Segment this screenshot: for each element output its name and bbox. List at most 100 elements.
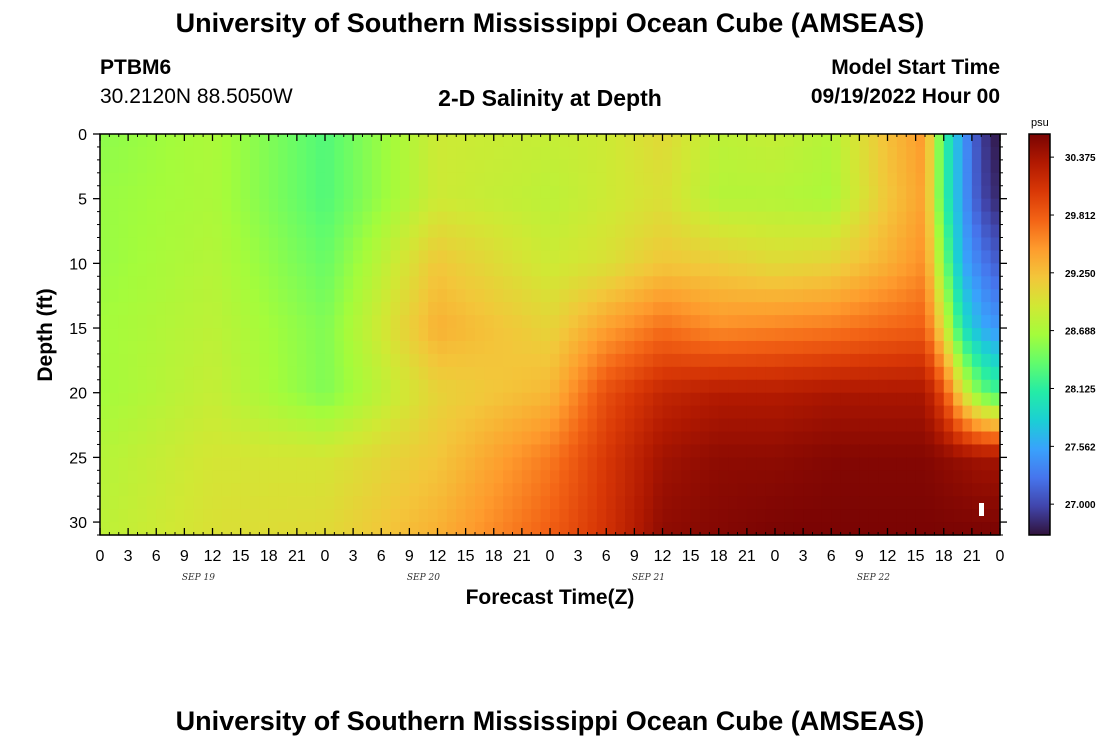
heatmap-cell (953, 496, 964, 510)
heatmap-cell (118, 146, 129, 161)
heatmap-cell (643, 146, 654, 161)
heatmap-cell (925, 328, 935, 342)
heatmap-cell (840, 431, 851, 446)
heatmap-cell (718, 276, 729, 290)
heatmap-cell (737, 172, 748, 187)
heatmap-cell (465, 328, 476, 342)
heatmap-cell (906, 250, 917, 264)
day-label: SEP 22 (857, 573, 890, 583)
heatmap-cell (343, 289, 354, 303)
heatmap-cell (409, 134, 420, 148)
heatmap-cell (165, 405, 176, 420)
heatmap-cell (971, 237, 982, 252)
heatmap-cell (803, 483, 814, 497)
heatmap-cell (812, 366, 823, 381)
heatmap-cell (831, 263, 842, 277)
heatmap-cell (925, 418, 935, 433)
heatmap-cell (943, 302, 954, 316)
heatmap-cell (709, 185, 720, 200)
heatmap-cell (315, 224, 326, 239)
heatmap-cell (428, 134, 439, 148)
heatmap-cell (896, 328, 907, 342)
heatmap-cell (728, 328, 739, 342)
heatmap-cell (446, 392, 457, 407)
heatmap-cell (700, 172, 710, 187)
heatmap-cell (896, 250, 907, 264)
heatmap-cell (990, 483, 1001, 497)
heatmap-cell (428, 496, 439, 510)
heatmap-cell (643, 224, 654, 239)
heatmap-cell (531, 470, 542, 484)
heatmap-cell (981, 483, 992, 497)
heatmap-cell (671, 198, 682, 213)
heatmap-cell (831, 172, 842, 187)
heatmap-cell (962, 172, 973, 187)
heatmap-cell (118, 224, 129, 239)
heatmap-cell (446, 366, 457, 381)
heatmap-cell (128, 509, 139, 523)
colorbar-tick-label: 30.375 (1065, 153, 1096, 164)
heatmap-cell (484, 457, 495, 471)
heatmap-cell (981, 496, 992, 510)
heatmap-cell (728, 522, 739, 536)
heatmap-cell (868, 146, 879, 161)
heatmap-cell (943, 405, 954, 420)
heatmap-cell (990, 198, 1001, 213)
heatmap-cell (428, 302, 439, 316)
heatmap-cell (587, 185, 598, 200)
heatmap-cell (550, 457, 560, 471)
heatmap-cell (700, 522, 710, 536)
heatmap-cell (540, 185, 551, 200)
heatmap-cell (446, 289, 457, 303)
heatmap-cell (400, 366, 410, 381)
heatmap-cell (915, 483, 926, 497)
heatmap-cell (690, 366, 701, 381)
heatmap-cell (643, 302, 654, 316)
heatmap-cell (990, 250, 1001, 264)
heatmap-cell (250, 444, 260, 458)
heatmap-cell (118, 315, 129, 329)
heatmap-cell (503, 159, 514, 174)
heatmap-cell (690, 353, 701, 368)
heatmap-cell (765, 315, 776, 329)
heatmap-cell (990, 185, 1001, 200)
heatmap-cell (137, 470, 148, 484)
heatmap-cell (775, 496, 785, 510)
heatmap-cell (540, 522, 551, 536)
heatmap-cell (906, 366, 917, 381)
heatmap-cell (596, 211, 607, 226)
x-tick-label: 15 (232, 548, 250, 565)
heatmap-cell (334, 392, 345, 407)
heatmap-cell (418, 289, 429, 303)
heatmap-cell (653, 522, 664, 536)
heatmap-cell (943, 457, 954, 471)
heatmap-cell (137, 392, 148, 407)
heatmap-cell (503, 289, 514, 303)
heatmap-cell (484, 405, 495, 420)
heatmap-cell (484, 263, 495, 277)
heatmap-cell (343, 509, 354, 523)
heatmap-cell (146, 379, 157, 394)
heatmap-cell (268, 431, 279, 446)
heatmap-cell (728, 418, 739, 433)
heatmap-cell (915, 405, 926, 420)
heatmap-cell (643, 250, 654, 264)
heatmap-cell (578, 289, 589, 303)
heatmap-cell (446, 146, 457, 161)
heatmap-cell (728, 198, 739, 213)
heatmap-cell (362, 276, 373, 290)
heatmap-cell (203, 431, 214, 446)
heatmap-cell (146, 302, 157, 316)
heatmap-cell (156, 237, 167, 252)
heatmap-cell (662, 289, 673, 303)
heatmap-cell (334, 418, 345, 433)
heatmap-cell (325, 211, 335, 226)
heatmap-cell (971, 366, 982, 381)
heatmap-cell (128, 496, 139, 510)
heatmap-cell (418, 379, 429, 394)
heatmap-cell (503, 340, 514, 355)
heatmap-cell (118, 366, 129, 381)
heatmap-cell (700, 444, 710, 458)
heatmap-cell (118, 237, 129, 252)
heatmap-cell (596, 418, 607, 433)
